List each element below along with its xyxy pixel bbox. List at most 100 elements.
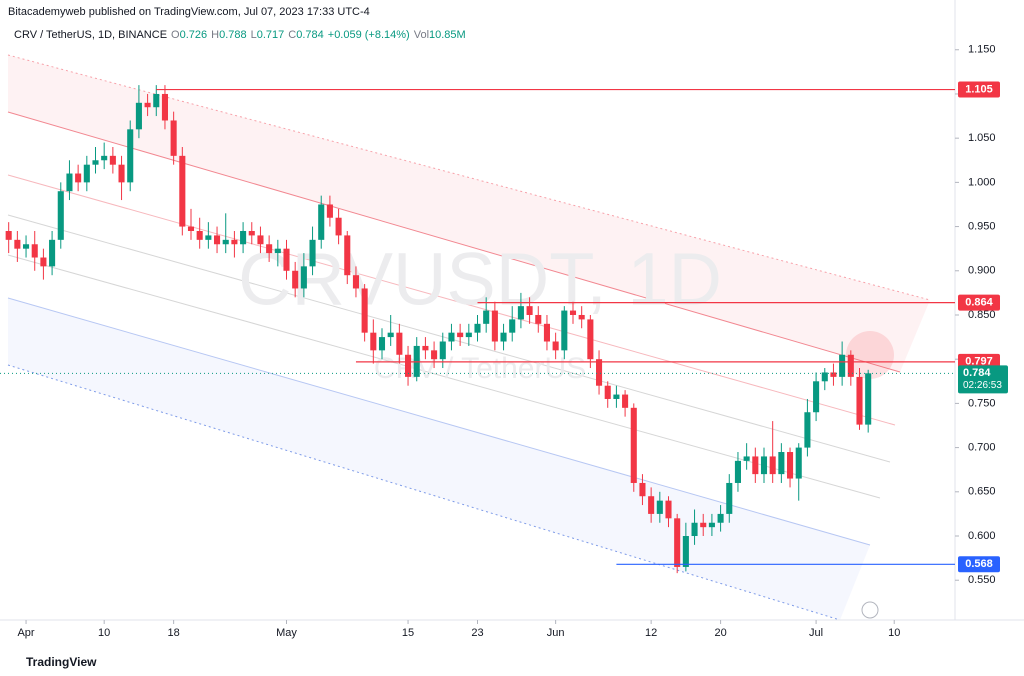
candle-body bbox=[170, 120, 177, 156]
candle-body bbox=[726, 482, 733, 514]
x-tick-label: Apr bbox=[17, 627, 34, 639]
candle-body bbox=[405, 354, 412, 377]
candle-body bbox=[847, 354, 854, 377]
x-tick-label: 10 bbox=[98, 627, 110, 639]
candle-body bbox=[787, 452, 794, 479]
candle-body bbox=[665, 500, 672, 519]
candle-body bbox=[5, 230, 12, 240]
candle-body bbox=[752, 456, 759, 475]
candle-body bbox=[300, 266, 307, 289]
candle-body bbox=[648, 496, 655, 514]
candle-body bbox=[596, 359, 603, 386]
legend-key: H bbox=[211, 29, 220, 41]
candle-body bbox=[266, 244, 273, 254]
price-label-box bbox=[958, 294, 1000, 311]
y-tick-label: 1.050 bbox=[968, 132, 996, 144]
candle-body bbox=[309, 239, 316, 267]
candle-body bbox=[821, 372, 828, 382]
candle-body bbox=[431, 350, 438, 360]
candle-body bbox=[526, 306, 533, 315]
candle-body bbox=[769, 456, 776, 475]
candle-body bbox=[31, 244, 38, 258]
candle-body bbox=[292, 270, 299, 289]
x-tick-label: Jun bbox=[547, 627, 565, 639]
candle-body bbox=[517, 306, 524, 320]
y-tick-label: 0.550 bbox=[968, 574, 996, 586]
candle-body bbox=[509, 319, 516, 333]
candle-body bbox=[795, 447, 802, 479]
candle-body bbox=[569, 310, 577, 315]
candle-body bbox=[483, 310, 490, 324]
y-tick-label: 0.600 bbox=[968, 530, 996, 542]
x-tick-label: 15 bbox=[402, 627, 414, 639]
x-tick-label: 18 bbox=[168, 627, 180, 639]
candle-body bbox=[248, 230, 255, 236]
legend-key: C bbox=[288, 29, 297, 41]
candle-body bbox=[14, 239, 21, 249]
last-price-label: 0.784 bbox=[963, 367, 991, 379]
candle-body bbox=[708, 522, 715, 528]
x-tick-label: Jul bbox=[809, 627, 823, 639]
price-label: 0.864 bbox=[965, 297, 993, 309]
candle-body bbox=[153, 93, 160, 108]
replay-icon[interactable] bbox=[861, 601, 879, 619]
candle-body bbox=[439, 341, 446, 360]
candle-body bbox=[465, 332, 472, 338]
candle-body bbox=[656, 500, 663, 514]
candle-body bbox=[214, 235, 221, 245]
candle-body bbox=[66, 173, 73, 192]
candle-body bbox=[257, 235, 264, 245]
candle-body bbox=[361, 288, 368, 333]
candle-body bbox=[734, 460, 741, 483]
candle-body bbox=[543, 323, 550, 342]
y-tick-label: 1.000 bbox=[968, 176, 996, 188]
y-tick-label: 0.750 bbox=[968, 397, 996, 409]
candle-body bbox=[630, 407, 637, 483]
candle-body bbox=[352, 275, 359, 289]
legend-key: O bbox=[171, 29, 180, 41]
candle-body bbox=[387, 332, 394, 338]
price-label: 0.797 bbox=[965, 356, 993, 368]
legend-value: 0.717 bbox=[256, 29, 285, 41]
candle-body bbox=[23, 244, 30, 249]
y-tick-label: 1.150 bbox=[968, 44, 996, 56]
channel-line bbox=[7, 364, 841, 621]
candle-body bbox=[118, 164, 125, 183]
channel-line bbox=[7, 254, 881, 499]
watermark: CRVUSDT, 1D bbox=[238, 238, 722, 321]
candle-body bbox=[222, 239, 229, 245]
candle-body bbox=[778, 452, 785, 475]
channel-line bbox=[7, 297, 871, 546]
candle-body bbox=[187, 226, 195, 231]
candle-body bbox=[396, 332, 403, 355]
candle-body bbox=[135, 102, 142, 130]
candle-body bbox=[109, 155, 116, 165]
x-tick-label: 12 bbox=[645, 627, 657, 639]
candle-body bbox=[161, 93, 168, 121]
x-tick-label: 10 bbox=[888, 627, 900, 639]
candle-body bbox=[622, 394, 629, 408]
candle-body bbox=[639, 482, 646, 497]
candle-body bbox=[448, 332, 455, 342]
brand: TradingView bbox=[26, 655, 97, 669]
candle-body bbox=[474, 323, 481, 333]
candle-body bbox=[179, 155, 186, 227]
y-tick-label: 0.700 bbox=[968, 442, 996, 454]
price-label: 1.105 bbox=[965, 83, 993, 95]
candle-body bbox=[101, 155, 108, 161]
candle-body bbox=[378, 337, 386, 351]
candle-body bbox=[813, 381, 820, 413]
candle-body bbox=[717, 513, 724, 523]
price-label-box bbox=[958, 81, 1000, 98]
candle-body bbox=[491, 310, 498, 342]
candle-body bbox=[92, 160, 99, 165]
candle-body bbox=[613, 394, 620, 399]
candle-body bbox=[700, 522, 707, 528]
candle-body bbox=[205, 235, 212, 240]
candle-body bbox=[326, 204, 333, 218]
legend-value: 0.726 bbox=[179, 29, 208, 41]
y-tick-label: 0.950 bbox=[968, 220, 996, 232]
x-tick-label: May bbox=[276, 627, 297, 639]
y-tick-label: 0.850 bbox=[968, 309, 996, 321]
